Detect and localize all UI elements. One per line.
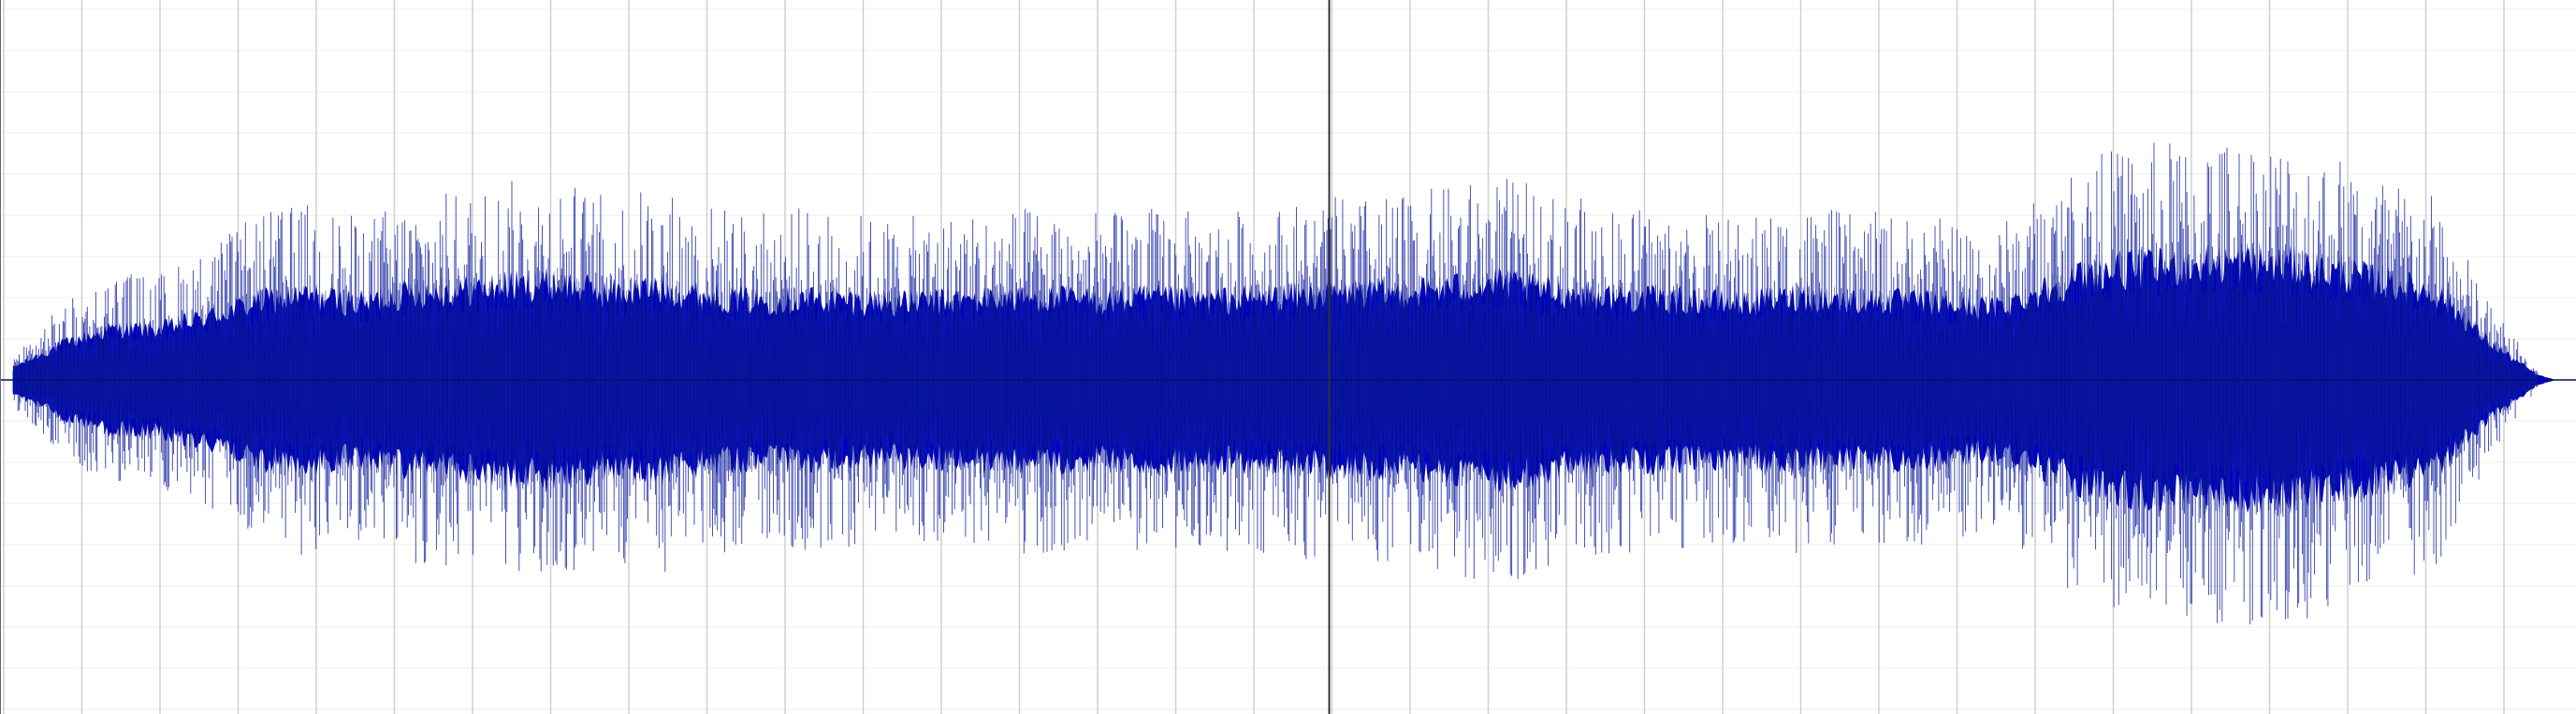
waveform-dark-traces (12, 243, 2537, 516)
waveform-peaks (12, 142, 2538, 625)
track-left-border (0, 0, 1, 714)
